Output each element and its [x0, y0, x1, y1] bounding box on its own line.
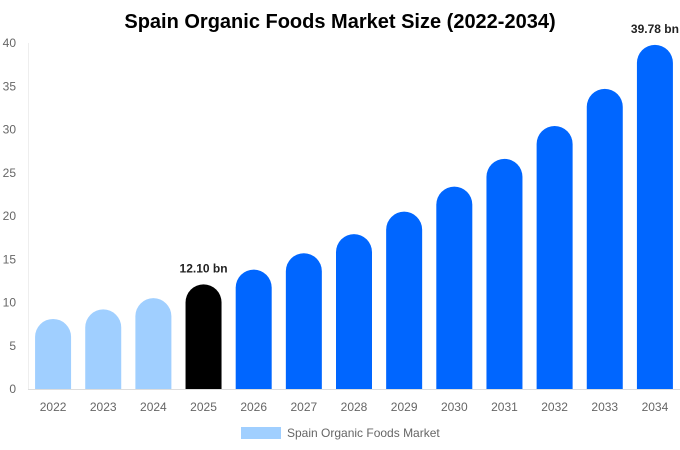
bar-2023[interactable]: [85, 309, 122, 389]
x-tick-label: 2026: [240, 400, 267, 414]
x-tick-label: 2022: [40, 400, 67, 414]
y-tick-label: 40: [3, 36, 17, 50]
x-tick-label: 2033: [591, 400, 618, 414]
bar-2031[interactable]: [486, 158, 523, 389]
y-tick-label: 15: [3, 252, 17, 266]
bar-2033[interactable]: [586, 88, 623, 389]
bar-2022[interactable]: [35, 318, 72, 389]
y-tick-label: 10: [3, 296, 17, 310]
bar-2024[interactable]: [135, 298, 172, 389]
y-tick-label: 20: [3, 209, 17, 223]
bars: [35, 44, 673, 390]
legend-label: Spain Organic Foods Market: [287, 426, 440, 440]
bar-2034[interactable]: [636, 44, 673, 389]
x-tick-label: 2027: [290, 400, 317, 414]
bar-2027[interactable]: [285, 253, 322, 389]
y-tick-label: 5: [9, 339, 16, 353]
x-tick-label: 2025: [190, 400, 217, 414]
bar-2026[interactable]: [235, 269, 272, 389]
y-tick-label: 35: [3, 79, 17, 93]
x-tick-label: 2034: [642, 400, 669, 414]
x-axis: 2022 2023 2024 2025 2026 2027 2028 2029 2030 2031…: [40, 400, 669, 414]
y-tick-label: 30: [3, 123, 17, 137]
y-tick-label: 25: [3, 166, 17, 180]
data-label-2025: 12.10 bn: [180, 261, 228, 275]
bar-2025[interactable]: [185, 284, 222, 389]
bar-2029[interactable]: [386, 211, 423, 389]
bar-2028[interactable]: [336, 234, 372, 389]
bar-2030[interactable]: [436, 186, 473, 389]
legend[interactable]: Spain Organic Foods Market: [241, 426, 440, 440]
legend-swatch: [241, 427, 281, 439]
x-tick-label: 2031: [491, 400, 518, 414]
data-label-2034: 39.78 bn: [631, 22, 679, 36]
x-tick-label: 2030: [441, 400, 468, 414]
x-tick-label: 2023: [90, 400, 117, 414]
chart-title: Spain Organic Foods Market Size (2022-20…: [124, 11, 555, 33]
y-tick-label: 0: [9, 382, 16, 396]
y-axis: 0 5 10 15 20 25 30 35 40: [3, 36, 17, 396]
x-tick-label: 2029: [391, 400, 418, 414]
data-labels: 12.10 bn 39.78 bn: [180, 22, 679, 275]
bar-2032[interactable]: [536, 126, 573, 390]
x-tick-label: 2032: [541, 400, 568, 414]
x-tick-label: 2028: [341, 400, 368, 414]
x-tick-label: 2024: [140, 400, 167, 414]
